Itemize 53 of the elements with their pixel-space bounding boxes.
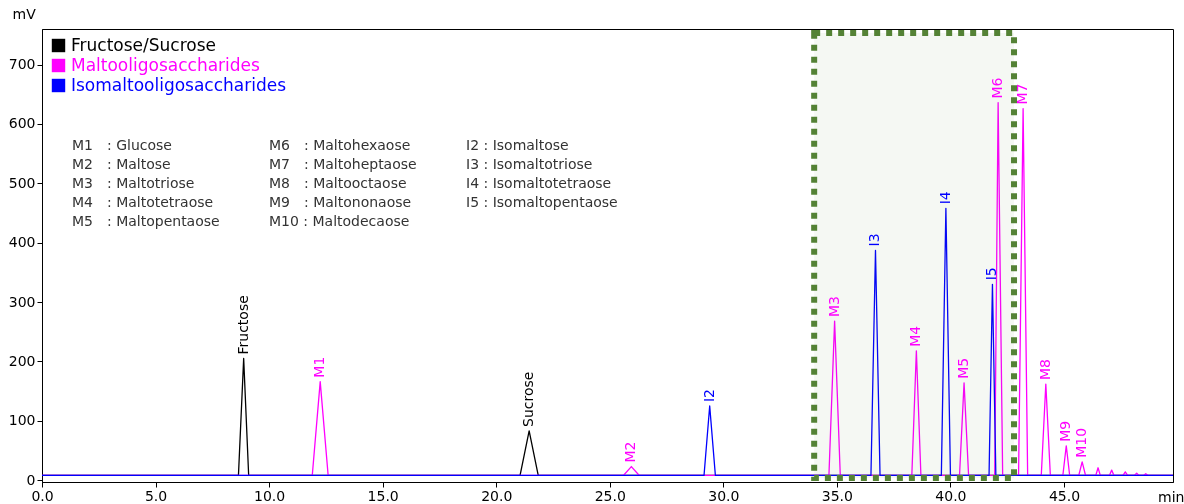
legend-label: Isomaltooligosaccharides: [71, 74, 287, 95]
annotation: M8 : Maltooctaose: [269, 175, 407, 191]
annotation: I3 : Isomaltotriose: [466, 156, 593, 172]
x-tick-label: 20.0: [481, 487, 513, 504]
x-tick-label: 5.0: [144, 487, 168, 504]
data-label: M3: [825, 296, 842, 318]
annotation: I2 : Isomaltose: [466, 137, 569, 153]
data-label: Sucrose: [520, 371, 537, 427]
annotation: M1 : Glucose: [72, 137, 172, 153]
annotation: M4 : Maltotetraose: [72, 194, 214, 210]
data-label: M6: [989, 77, 1006, 99]
x-tick-label: 10.0: [254, 487, 286, 504]
data-label: I3: [866, 233, 883, 247]
x-tick-label: 30.0: [708, 487, 740, 504]
annotation: I4 : Isomaltotetraose: [466, 175, 612, 191]
annotation: M2 : Maltose: [72, 156, 171, 172]
x-tick-label: 15.0: [367, 487, 399, 504]
annotation: M7 : Maltoheptaose: [269, 156, 417, 172]
annotation: M6 : Maltohexaose: [269, 137, 411, 153]
data-label: I5: [983, 267, 1000, 281]
legend-label: Maltooligosaccharides: [71, 54, 261, 75]
annotation: M5 : Maltopentaose: [72, 213, 220, 229]
data-label: M1: [311, 356, 328, 378]
legend-label: Fructose/Sucrose: [71, 34, 217, 55]
y-tick-label: 100: [8, 412, 36, 429]
y-tick-label: 400: [8, 234, 36, 251]
y-tick-label: 700: [8, 56, 36, 73]
x-tick-label: 35.0: [821, 487, 853, 504]
data-label: M5: [955, 357, 972, 379]
y-tick-label: 600: [8, 115, 36, 132]
data-label: M9: [1057, 420, 1074, 442]
y-tick-label: 200: [8, 352, 36, 369]
data-label: I4: [936, 191, 953, 205]
y-tick-label: 300: [8, 293, 36, 310]
y-axis-title: mV: [12, 5, 37, 22]
data-label: M4: [907, 325, 924, 347]
x-tick-label: 0.0: [31, 487, 54, 504]
data-label: M7: [1014, 83, 1031, 105]
x-tick-label: 25.0: [594, 487, 626, 504]
data-label: Fructose: [234, 295, 251, 355]
y-tick-label: 0: [26, 471, 36, 488]
data-label: M10: [1073, 427, 1090, 458]
annotation: I5 : Isomaltopentaose: [466, 194, 618, 210]
data-label: I2: [700, 388, 717, 403]
x-axis-title: min: [1158, 488, 1184, 504]
x-tick-label: 45.0: [1048, 487, 1081, 504]
annotation: M10 : Maltodecaose: [269, 213, 410, 229]
data-label: M8: [1036, 359, 1053, 381]
annotation: M3 : Maltotriose: [72, 175, 195, 191]
x-tick-label: 40.0: [935, 487, 967, 504]
annotation: M9 : Maltononaose: [269, 194, 412, 210]
y-tick-label: 500: [8, 174, 36, 191]
data-label: M2: [622, 441, 639, 463]
